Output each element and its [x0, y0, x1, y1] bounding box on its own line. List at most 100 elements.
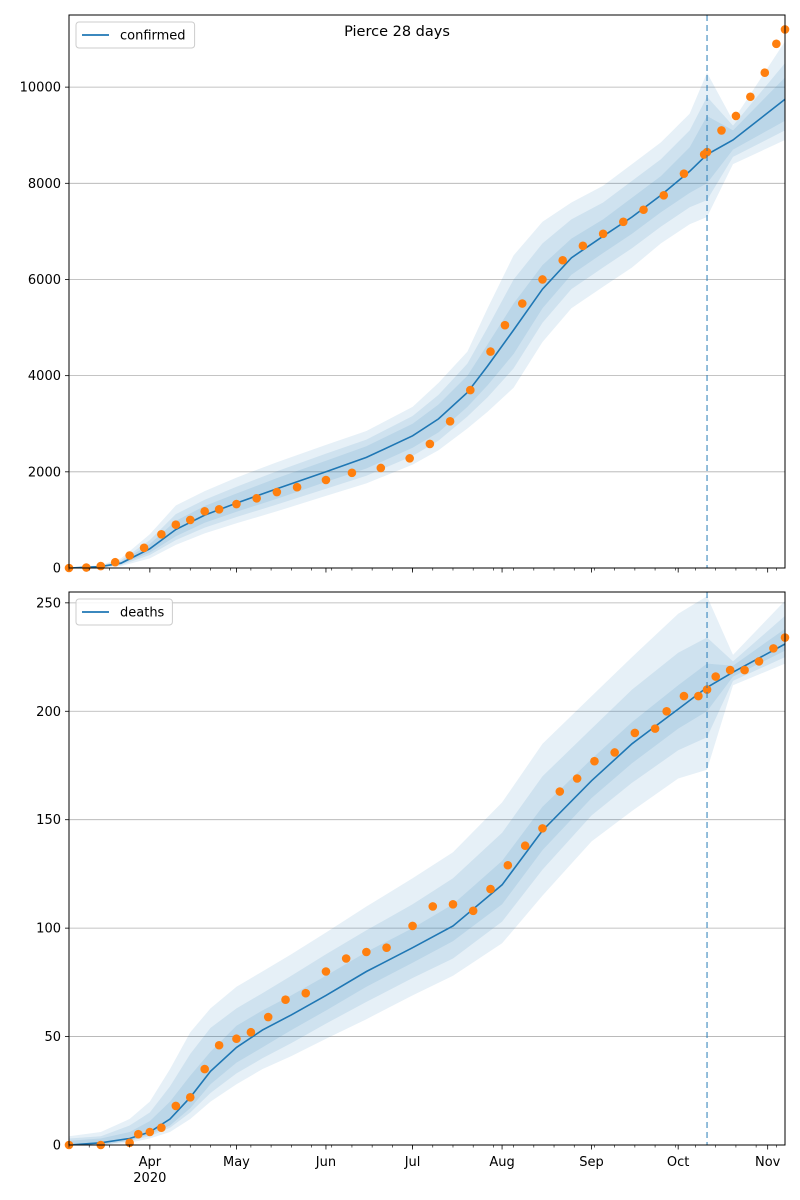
observed-point: [263, 1012, 273, 1022]
observed-point: [702, 147, 712, 157]
observed-point: [408, 921, 417, 931]
observed-point: [769, 644, 778, 653]
observed-point: [639, 205, 648, 215]
x-tick-label: Jun: [315, 1155, 336, 1170]
observed-point: [746, 92, 755, 102]
observed-point: [659, 191, 669, 200]
observed-point: [321, 475, 331, 485]
y-tick-label: 150: [36, 813, 61, 828]
chart-title: Pierce 28 days: [344, 24, 450, 40]
y-tick-label: 10000: [20, 81, 61, 96]
observed-point: [232, 1034, 241, 1044]
observed-point: [486, 884, 495, 894]
observed-point: [272, 487, 282, 497]
x-tick-label: Sep: [579, 1155, 604, 1170]
observed-point: [321, 967, 331, 976]
observed-point: [572, 774, 582, 783]
observed-point: [341, 954, 351, 963]
observed-point: [610, 748, 619, 757]
observed-point: [754, 657, 764, 666]
observed-point: [96, 561, 106, 571]
observed-point: [171, 520, 181, 530]
y-tick-label: 2000: [28, 465, 61, 480]
observed-point: [246, 1027, 256, 1037]
observed-point: [110, 557, 120, 567]
observed-point: [725, 665, 735, 675]
observed-point: [500, 320, 510, 330]
observed-point: [468, 906, 478, 916]
observed-point: [772, 39, 781, 49]
observed-point: [376, 463, 386, 473]
observed-point: [503, 860, 513, 870]
x-tick-label: Aug: [489, 1155, 514, 1170]
legend-box: [75, 21, 196, 49]
observed-point: [466, 385, 475, 395]
observed-point: [630, 728, 640, 738]
observed-point: [405, 454, 414, 463]
uncertainty-band: [69, 41, 785, 568]
uncertainty-band: [69, 615, 785, 1145]
observed-point: [717, 126, 726, 135]
observed-point: [590, 756, 599, 766]
observed-point: [125, 551, 134, 560]
observed-point: [760, 68, 770, 78]
plot-frame: [68, 14, 786, 569]
observed-point: [214, 505, 224, 514]
observed-point: [578, 241, 588, 251]
observed-point: [171, 1101, 181, 1111]
observed-point: [486, 347, 495, 356]
legend-label: confirmed: [120, 29, 186, 44]
observed-point: [200, 506, 209, 516]
y-tick-label: 50: [44, 1030, 61, 1045]
y-tick-label: 200: [36, 705, 61, 720]
observed-point: [425, 439, 435, 449]
y-tick-label: 250: [36, 596, 61, 611]
observed-point: [185, 515, 195, 525]
observed-point: [694, 691, 703, 701]
confirmed-panel: 0 2000 4000 6000 8000 10000 confirmed: [20, 14, 790, 577]
observed-point: [598, 229, 608, 239]
y-tick-label: 4000: [28, 369, 61, 384]
deaths-panel: 0 50 100 150 200 250 Apr May Jun Jul Aug Sep Oct Nov 2…: [36, 591, 790, 1186]
y-tick-label: 0: [53, 1139, 61, 1154]
observed-point: [347, 468, 357, 478]
observed-point: [679, 691, 689, 701]
y-tick-label: 100: [36, 922, 61, 937]
x-tick-label: Nov: [755, 1155, 781, 1170]
uncertainty-band: [69, 77, 785, 568]
observed-point: [428, 902, 438, 911]
y-tick-label: 6000: [28, 273, 61, 288]
x-tick-label: Jul: [404, 1155, 421, 1170]
observed-point: [232, 499, 241, 509]
uncertainty-band: [69, 63, 785, 568]
observed-point: [362, 947, 371, 957]
observed-point: [517, 299, 527, 308]
x-tick-label: Oct: [667, 1155, 689, 1170]
legend-label: deaths: [120, 606, 165, 621]
observed-point: [538, 824, 547, 833]
observed-point: [200, 1064, 209, 1074]
observed-point: [281, 995, 290, 1005]
observed-point: [555, 787, 565, 796]
observed-point: [133, 1129, 143, 1139]
observed-point: [679, 169, 689, 178]
observed-point: [185, 1092, 195, 1102]
plot-frame: [68, 591, 786, 1146]
observed-point: [292, 482, 302, 492]
observed-point: [145, 1127, 155, 1137]
observed-point: [619, 217, 628, 227]
observed-point: [139, 543, 149, 553]
observed-point: [520, 841, 530, 851]
legend-box: [75, 598, 173, 626]
observed-point: [702, 685, 712, 694]
observed-point: [731, 111, 741, 121]
observed-point: [740, 665, 749, 675]
observed-point: [252, 493, 261, 503]
x-tick-label: May: [223, 1155, 250, 1170]
observed-point: [448, 899, 458, 909]
observed-point: [650, 724, 660, 733]
x-year-label: 2020: [133, 1171, 166, 1186]
y-tick-label: 8000: [28, 177, 61, 192]
model-line: [68, 98, 786, 569]
